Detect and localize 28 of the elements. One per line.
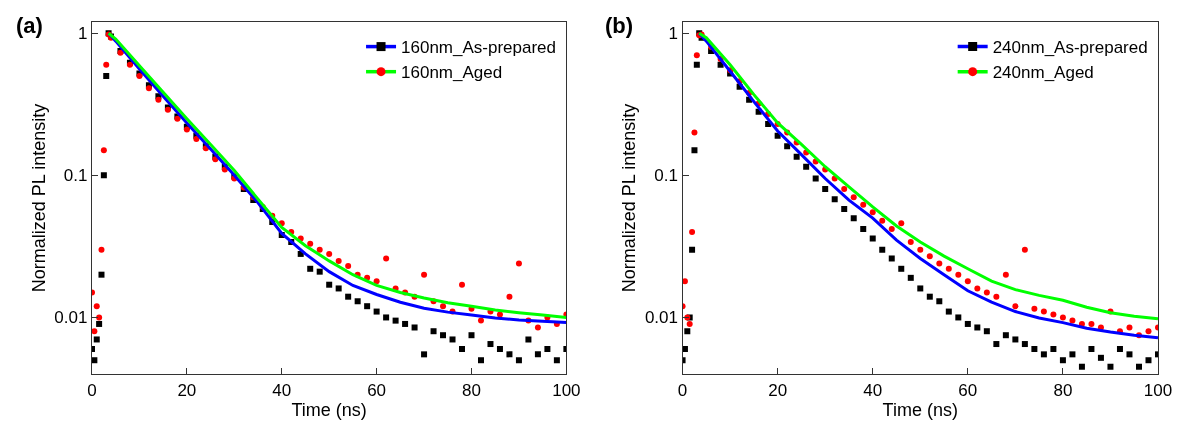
x-tick-label: 0 [677, 380, 688, 400]
legend-label: 160nm_As-prepared [401, 38, 557, 58]
x-axis-title: Time (ns) [882, 399, 958, 420]
chart-title: (b) [605, 13, 634, 38]
y-tick-label: 0.01 [644, 308, 679, 328]
y-tick-label: 0.01 [54, 308, 88, 328]
x-tick-label: 40 [272, 380, 292, 400]
y-tick-label: 0.1 [63, 166, 88, 186]
x-tick-label: 80 [462, 380, 481, 400]
x-tick-label: 20 [177, 380, 197, 400]
legend-label: 160nm_Aged [401, 63, 503, 83]
x-tick-label: 80 [1053, 380, 1073, 400]
x-tick-label: 100 [1143, 380, 1173, 400]
y-tick-label: 1 [668, 24, 679, 44]
chart-title: (a) [16, 13, 43, 38]
y-tick-label: 0.1 [654, 166, 679, 186]
x-tick-label: 60 [367, 380, 387, 400]
x-tick-label: 60 [958, 380, 978, 400]
x-tick-label: 100 [552, 380, 581, 400]
x-tick-label: 0 [87, 380, 97, 400]
y-axis-title: Normalized PL intensity [28, 103, 49, 293]
x-tick-label: 20 [768, 380, 788, 400]
legend-label: 240nm_As-prepared [992, 38, 1148, 58]
x-axis-title: Time (ns) [291, 399, 367, 420]
y-tick-label: 1 [77, 24, 88, 44]
y-axis-title: Normalized PL intensity [619, 103, 640, 293]
legend-label: 240nm_Aged [992, 63, 1094, 83]
x-tick-label: 40 [863, 380, 883, 400]
